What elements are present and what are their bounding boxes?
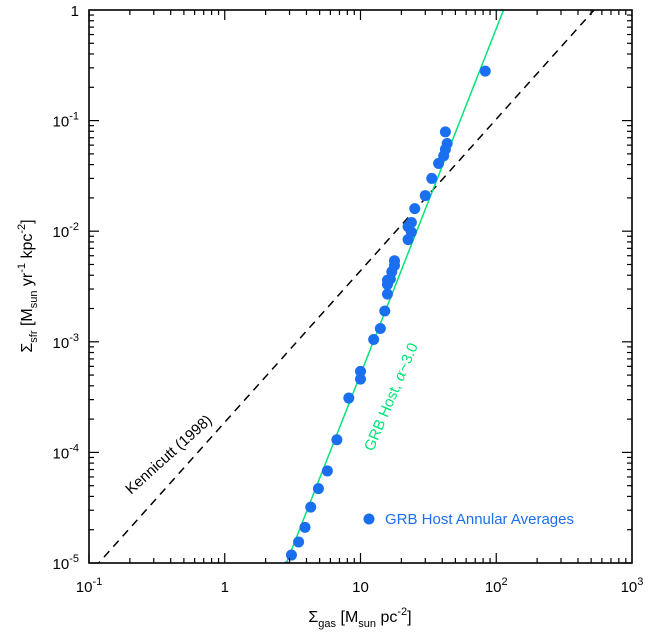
grb-host-fit-annotation: GRB Host, α~3.0 <box>360 340 422 453</box>
data-point <box>355 373 366 385</box>
data-point <box>381 288 393 300</box>
data-point <box>409 203 421 215</box>
data-point <box>388 255 400 267</box>
axis-tick-labels: 10-1 1 10 102 103 10-5 10-4 10-3 10-2 10-1 1 <box>53 3 644 596</box>
data-point <box>426 172 438 184</box>
plot-area <box>97 10 596 563</box>
data-point <box>405 226 417 238</box>
y-tick-label: 10-3 <box>53 332 79 352</box>
data-point <box>368 333 380 345</box>
data-point <box>419 190 431 202</box>
y-tick-label: 1 <box>71 3 79 20</box>
data-point <box>439 126 451 138</box>
axis-ticks <box>88 10 632 564</box>
data-point <box>405 216 417 228</box>
data-point <box>374 322 386 334</box>
y-tick-label: 10-5 <box>53 553 79 573</box>
fit-lines <box>97 10 596 563</box>
legend-label: GRB Host Annular Averages <box>385 511 574 528</box>
legend-marker <box>363 513 375 525</box>
data-point <box>321 465 333 477</box>
y-tick-label: 10-1 <box>53 111 79 131</box>
data-point <box>305 501 317 513</box>
x-tick-label: 10 <box>352 579 369 596</box>
x-axis-label: Σgas [Msun pc-2] <box>308 606 411 630</box>
x-tick-label: 1 <box>221 579 229 596</box>
data-point <box>355 365 366 377</box>
x-tick-label: 10-1 <box>76 576 102 596</box>
data-point <box>293 536 305 548</box>
y-tick-label: 10-2 <box>53 221 79 241</box>
x-tick-label: 102 <box>485 576 508 596</box>
data-point <box>331 434 343 446</box>
kennicutt-annotation: Kennicutt (1998) <box>122 412 215 498</box>
legend: GRB Host Annular Averages <box>363 511 574 528</box>
data-point <box>299 521 311 533</box>
x-tick-label: 103 <box>621 576 644 596</box>
y-tick-label: 10-4 <box>53 442 79 462</box>
data-point <box>441 138 453 150</box>
data-point <box>343 392 355 404</box>
data-point <box>312 483 324 495</box>
data-point <box>479 65 491 77</box>
data-points <box>282 65 491 563</box>
grb-fit-line <box>285 10 505 563</box>
kennicutt-line <box>97 10 596 563</box>
y-axis-label: Σsfr [Msun yr-1 kpc-2] <box>16 219 40 352</box>
data-point <box>379 305 391 317</box>
data-point <box>285 549 297 561</box>
plot-frame <box>88 9 633 564</box>
